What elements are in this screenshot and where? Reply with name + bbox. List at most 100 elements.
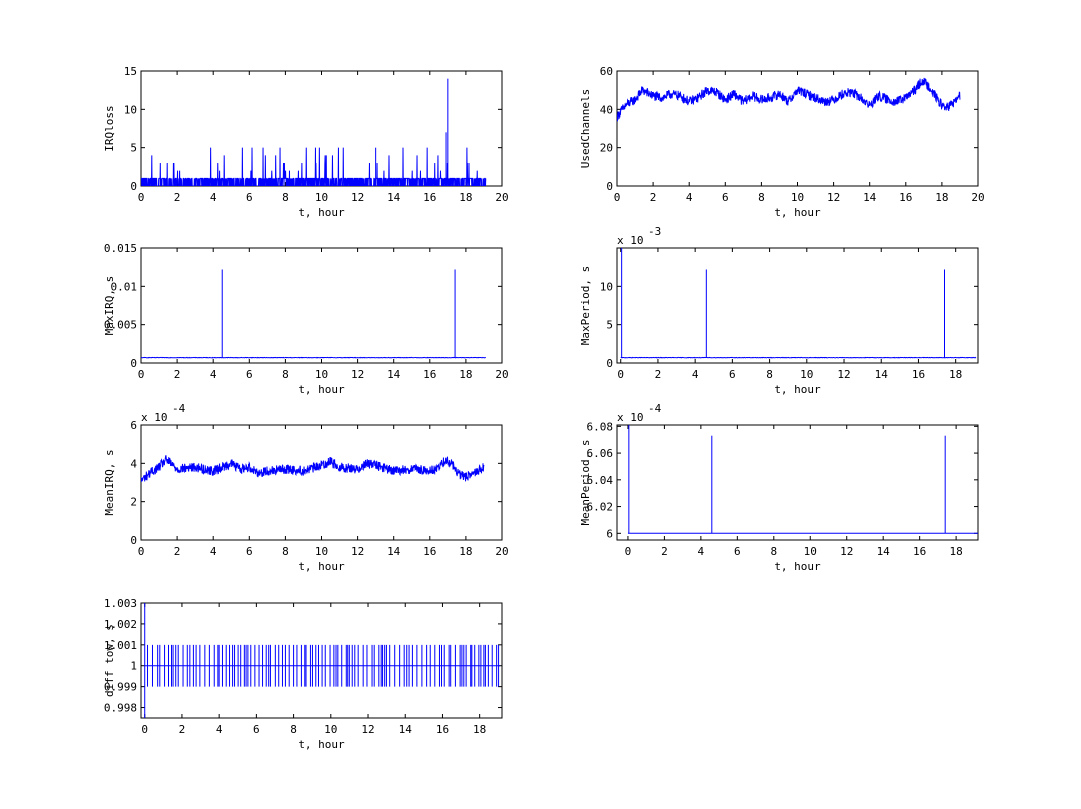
axes-frame <box>140 70 503 187</box>
y-exponent-power: -4 <box>648 402 662 415</box>
x-axis-label: t, hour <box>298 206 345 219</box>
x-tick-label: 18 <box>459 368 472 381</box>
x-tick-label: 12 <box>351 368 364 381</box>
y-axis-label: UsedChannels <box>579 89 592 168</box>
x-tick-label: 16 <box>436 723 449 736</box>
y-axis-label: MeanPeriod, s <box>579 439 592 525</box>
subplot-maxperiod: 0 2 4 6 8 10 12 14 16 18 0 5 10 t, hour MaxPeriod, s x … <box>579 225 979 396</box>
series-meanirq <box>141 455 485 483</box>
x-tick-label: 8 <box>766 368 773 381</box>
y-tick-label: 0 <box>606 357 613 370</box>
x-axis-label: t, hour <box>298 738 345 751</box>
series-usedchannels <box>617 77 961 122</box>
x-tick-label: 6 <box>722 191 729 204</box>
y-exponent-label: x 10 <box>617 411 644 424</box>
x-tick-label: 14 <box>875 368 889 381</box>
y-tick-label: 10 <box>124 103 137 116</box>
x-axis-label: t, hour <box>774 560 821 573</box>
series-irqloss <box>141 78 487 186</box>
y-tick-label: 5 <box>606 319 613 332</box>
y-tick-label: 6 <box>130 419 137 432</box>
x-tick-label: 14 <box>387 368 401 381</box>
x-tick-label: 14 <box>399 723 413 736</box>
x-tick-label: 0 <box>138 545 145 558</box>
series-band <box>147 644 500 687</box>
x-tick-label: 4 <box>686 191 693 204</box>
subplot-meanperiod: 0 2 4 6 8 10 12 14 16 18 6 6.02 6.04 6.06 6.08 t, hour M… <box>579 402 979 573</box>
x-tick-label: 12 <box>840 545 853 558</box>
x-tick-label: 16 <box>423 545 436 558</box>
x-tick-label: 18 <box>949 368 962 381</box>
x-tick-label: 12 <box>827 191 840 204</box>
x-tick-label: 12 <box>361 723 374 736</box>
y-tick-label: 4 <box>130 457 137 470</box>
y-tick-label: 0 <box>606 180 613 193</box>
y-tick-label: 40 <box>600 103 613 116</box>
x-tick-label: 10 <box>804 545 817 558</box>
y-exponent-label: x 10 <box>141 411 168 424</box>
y-tick-label: 1 <box>130 660 137 673</box>
x-tick-label: 0 <box>141 723 148 736</box>
x-tick-label: 4 <box>210 545 217 558</box>
series-line <box>141 147 487 186</box>
x-tick-label: 18 <box>459 545 472 558</box>
x-tick-label: 10 <box>315 545 328 558</box>
y-tick-label: 0.01 <box>111 280 138 293</box>
series-maxirq <box>141 269 486 359</box>
x-tick-label: 8 <box>758 191 765 204</box>
x-tick-label: 14 <box>387 545 401 558</box>
x-tick-label: 10 <box>324 723 337 736</box>
x-tick-label: 0 <box>138 191 145 204</box>
x-tick-label: 0 <box>138 368 145 381</box>
x-tick-label: 14 <box>877 545 891 558</box>
x-tick-label: 6 <box>729 368 736 381</box>
x-axis-label: t, hour <box>774 383 821 396</box>
x-tick-label: 6 <box>246 545 253 558</box>
y-tick-label: 6 <box>606 527 613 540</box>
y-tick-label: 0 <box>130 180 137 193</box>
x-tick-label: 12 <box>837 368 850 381</box>
subplot-usedchannels: 0 2 4 6 8 10 12 14 16 18 20 0 20 40 60 t, hour UsedChann… <box>579 65 985 219</box>
x-tick-label: 2 <box>650 191 657 204</box>
y-tick-label: 6.08 <box>587 420 614 433</box>
x-tick-label: 2 <box>174 545 181 558</box>
x-tick-label: 6 <box>734 545 741 558</box>
x-tick-label: 2 <box>174 191 181 204</box>
x-tick-label: 2 <box>174 368 181 381</box>
series-meanperiod <box>627 425 978 534</box>
axes-frame <box>616 424 979 541</box>
y-axis-label: MaxIRQ, s <box>103 276 116 336</box>
x-tick-label: 2 <box>655 368 662 381</box>
x-tick-label: 18 <box>935 191 948 204</box>
y-tick-label: 2 <box>130 496 137 509</box>
x-tick-label: 8 <box>282 545 289 558</box>
x-tick-label: 2 <box>661 545 668 558</box>
x-tick-label: 14 <box>387 191 401 204</box>
y-tick-label: 0.015 <box>104 242 137 255</box>
y-tick-label: 0 <box>130 534 137 547</box>
x-tick-label: 18 <box>473 723 486 736</box>
y-tick-label: 1.003 <box>104 597 137 610</box>
x-tick-label: 8 <box>282 368 289 381</box>
x-tick-label: 6 <box>253 723 260 736</box>
x-tick-label: 18 <box>949 545 962 558</box>
y-axis-label: MeanIRQ, s <box>103 449 116 515</box>
y-tick-label: 1.002 <box>104 618 137 631</box>
y-tick-label: 60 <box>600 65 613 78</box>
y-exponent-power: -4 <box>172 402 186 415</box>
x-tick-label: 20 <box>495 545 508 558</box>
y-tick-label: 0.999 <box>104 681 137 694</box>
x-tick-label: 4 <box>210 191 217 204</box>
x-tick-label: 10 <box>315 368 328 381</box>
axes-frame <box>140 602 503 719</box>
y-exponent-label: x 10 <box>617 234 644 247</box>
x-tick-label: 8 <box>290 723 297 736</box>
subplot-maxirq: 0 2 4 6 8 10 12 14 16 18 20 0 0.005 0.01 0.015 t, hour M… <box>103 242 509 396</box>
series-difftow <box>144 603 501 718</box>
x-tick-label: 16 <box>913 545 926 558</box>
x-tick-label: 4 <box>698 545 705 558</box>
x-tick-label: 16 <box>912 368 925 381</box>
x-tick-label: 4 <box>210 368 217 381</box>
axes-frame <box>140 424 503 541</box>
